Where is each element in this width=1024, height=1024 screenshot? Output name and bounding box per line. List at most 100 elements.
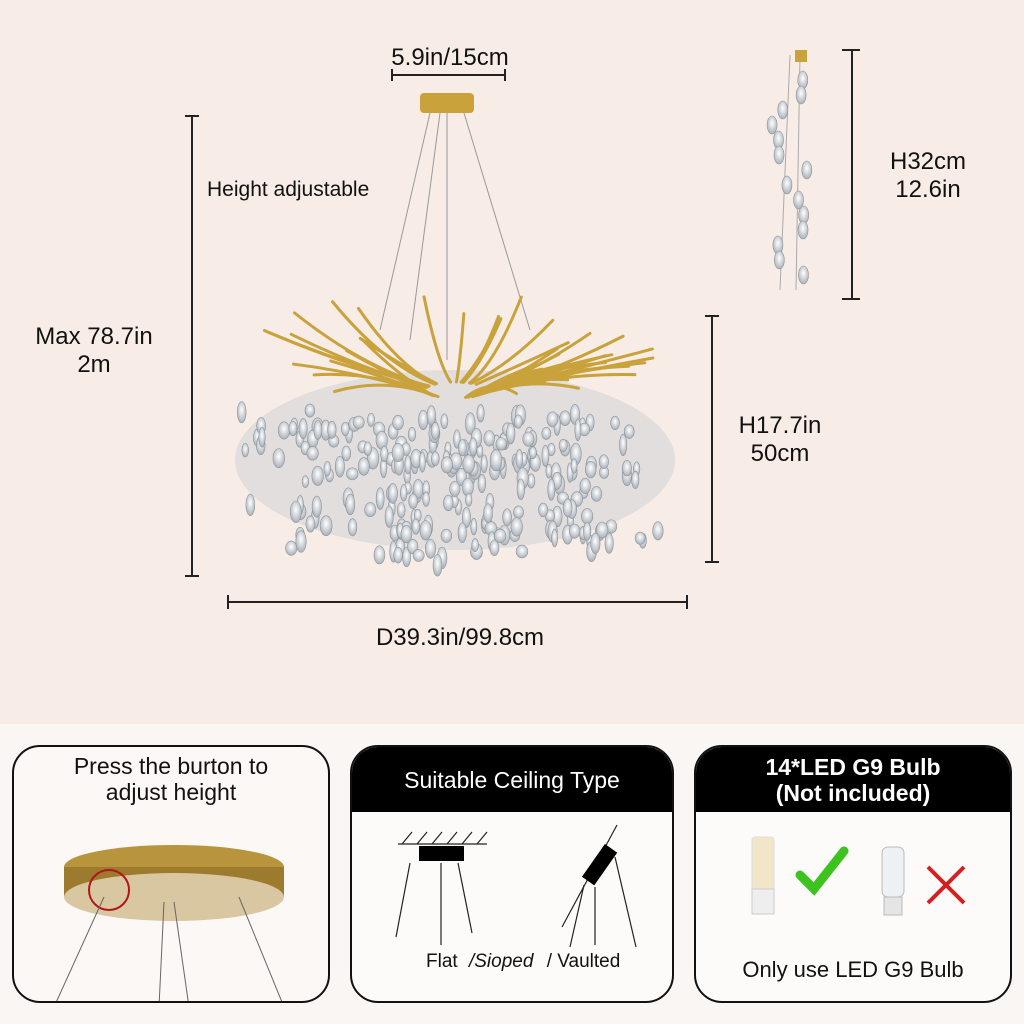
vaulted-label: / Vaulted [546,951,621,972]
ceiling-type-header: Suitable Ceiling Type [352,747,672,812]
branch [481,356,655,395]
crystal [489,539,500,556]
crystal [400,524,413,544]
crystal [514,414,523,429]
max-height-label: Max 78.7in 2m [35,323,153,378]
branch [422,295,453,384]
crystal [391,443,405,463]
crystal [440,456,453,474]
crystal [538,502,548,518]
branch [461,314,501,384]
crystal [304,403,316,418]
crystal [408,493,418,509]
bulb-header: 14*LED G9 Bulb (Not included) [696,747,1010,812]
crystal [426,405,436,426]
crystal [598,454,609,469]
crystal [483,430,495,447]
body-height-label: H17.7in 50cm [738,412,822,467]
crystal [568,523,581,539]
crystal [346,467,359,481]
crystal [570,458,578,474]
crystal [515,449,523,469]
crystal [522,431,535,447]
crystal [311,465,324,486]
branch [289,332,428,390]
crystal [432,554,443,577]
crystal [610,415,620,431]
crystal [327,420,337,439]
crystal [443,494,454,512]
crystal [311,495,322,518]
led-g9-bulb-image [751,836,775,915]
strand-crystal [773,145,785,165]
crystal [430,422,440,440]
crystal [345,493,356,516]
height-adjustable-label: Height adjustable [207,178,370,201]
crystal [412,549,425,562]
crystal [407,538,419,555]
crystal [367,412,375,427]
crystal [470,517,478,536]
crystal [528,446,537,460]
crystal [340,421,350,437]
strand-crystal [801,160,813,180]
crystal [477,474,487,494]
crystal [393,546,403,564]
branch [482,353,614,391]
crystal [430,451,440,466]
crystal [622,460,632,477]
diameter-label: D39.3in/99.8cm [375,624,545,651]
crystal [604,532,614,554]
crystal [541,427,552,440]
crystal [516,478,525,500]
halogen-bulb-image [881,846,905,916]
crystal [510,517,523,537]
chandelier-illustration [185,49,860,609]
crystal [471,538,479,552]
crystal [515,544,529,559]
adjust-height-panel: Press the burton to adjust height [12,745,330,1003]
crystal [418,409,429,431]
crystal [258,427,266,448]
crystal [461,506,471,528]
branch [293,311,430,388]
crystal [581,508,594,525]
crystal [301,475,309,488]
crystal [458,439,467,457]
crystal [462,454,475,474]
crystal [579,477,591,494]
strand-crystal [793,190,804,210]
crystal [440,528,452,543]
crystal [272,448,285,469]
crystal [384,505,394,528]
crystal [298,418,308,440]
crystal [352,415,365,429]
crystal [623,424,635,439]
crystal [290,500,302,523]
crystal [483,503,493,524]
crystal [418,451,426,473]
crystal [493,528,507,543]
check-icon [795,846,849,896]
bulb-panel: 14*LED G9 Bulb (Not included) Only use L… [694,745,1012,1003]
crystal [652,521,664,541]
crystal [590,532,601,554]
crystal [541,444,550,467]
crystal [476,404,485,423]
branch [468,295,523,385]
strand-crystal [797,220,809,240]
crystal [341,445,352,462]
crystal [513,505,524,519]
crystal [631,470,640,489]
strand-crystal [795,85,807,105]
crystal [295,530,307,553]
strand-crystal [766,115,778,135]
crystal [241,443,249,458]
crystal [634,531,646,545]
crystal [480,454,488,474]
crystal [411,518,421,535]
branch [469,318,555,385]
product-dimension-area [0,0,1024,724]
crystal [558,438,568,452]
crystal [387,483,398,504]
